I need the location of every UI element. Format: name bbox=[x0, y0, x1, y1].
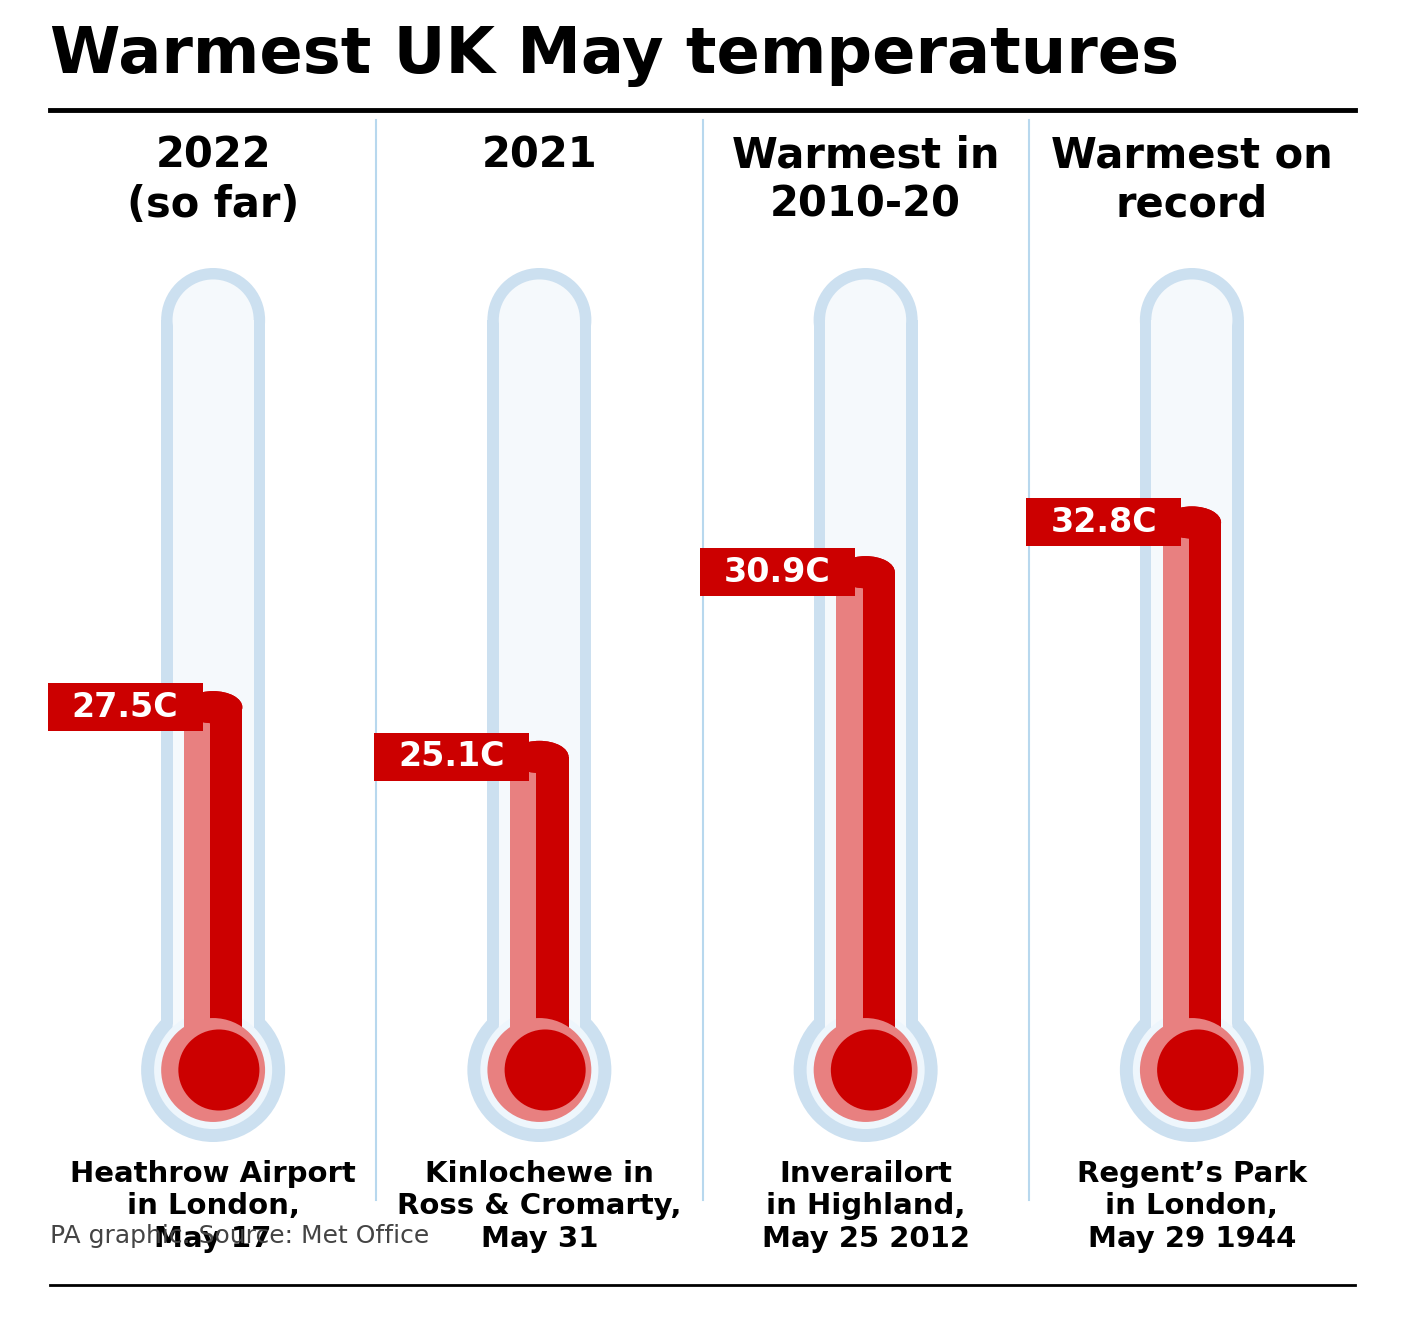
Ellipse shape bbox=[1152, 1003, 1232, 1051]
Ellipse shape bbox=[173, 1003, 254, 1051]
Ellipse shape bbox=[184, 692, 243, 723]
Circle shape bbox=[1157, 1030, 1239, 1110]
Bar bbox=[499, 319, 579, 1027]
Ellipse shape bbox=[825, 280, 906, 360]
Ellipse shape bbox=[1163, 507, 1221, 539]
Bar bbox=[210, 708, 243, 1035]
Bar bbox=[814, 319, 918, 1031]
Circle shape bbox=[480, 1011, 599, 1129]
Bar bbox=[1139, 319, 1244, 1031]
Bar bbox=[1188, 523, 1221, 1035]
Text: 2021: 2021 bbox=[481, 135, 598, 177]
Text: 32.8C: 32.8C bbox=[1051, 506, 1157, 539]
Ellipse shape bbox=[1172, 510, 1197, 536]
Text: Heathrow Airport
in London,
May 17: Heathrow Airport in London, May 17 bbox=[70, 1160, 356, 1253]
Ellipse shape bbox=[825, 1003, 906, 1051]
Bar bbox=[836, 572, 895, 1035]
Text: Kinlochewe in
Ross & Cromarty,
May 31: Kinlochewe in Ross & Cromarty, May 31 bbox=[397, 1160, 682, 1253]
Ellipse shape bbox=[519, 743, 544, 770]
Text: Warmest on
record: Warmest on record bbox=[1051, 135, 1333, 226]
Text: Warmest in
2010-20: Warmest in 2010-20 bbox=[732, 135, 999, 226]
Bar bbox=[161, 319, 265, 1031]
Ellipse shape bbox=[1152, 280, 1232, 360]
Ellipse shape bbox=[487, 989, 592, 1072]
Text: 2022
(so far): 2022 (so far) bbox=[126, 135, 299, 226]
Ellipse shape bbox=[194, 694, 219, 721]
Circle shape bbox=[814, 1018, 918, 1122]
Bar bbox=[173, 319, 254, 1027]
Ellipse shape bbox=[814, 989, 918, 1072]
Ellipse shape bbox=[487, 268, 592, 372]
Ellipse shape bbox=[1163, 507, 1221, 539]
Ellipse shape bbox=[499, 280, 579, 360]
Bar bbox=[511, 756, 568, 1035]
Text: PA graphic. Source: Met Office: PA graphic. Source: Met Office bbox=[51, 1224, 429, 1247]
Text: Regent’s Park
in London,
May 29 1944: Regent’s Park in London, May 29 1944 bbox=[1078, 1160, 1308, 1253]
Bar bbox=[184, 708, 243, 1035]
Text: 27.5C: 27.5C bbox=[72, 690, 178, 723]
Bar bbox=[373, 733, 529, 781]
Ellipse shape bbox=[499, 1003, 579, 1051]
Circle shape bbox=[1132, 1011, 1251, 1129]
Circle shape bbox=[178, 1030, 260, 1110]
Ellipse shape bbox=[1139, 268, 1244, 372]
Circle shape bbox=[1120, 998, 1264, 1142]
Ellipse shape bbox=[161, 268, 265, 372]
Bar bbox=[48, 684, 202, 731]
Circle shape bbox=[1139, 1018, 1244, 1122]
Ellipse shape bbox=[814, 268, 918, 372]
Bar bbox=[863, 572, 895, 1035]
Ellipse shape bbox=[173, 280, 254, 360]
Circle shape bbox=[794, 998, 937, 1142]
Circle shape bbox=[467, 998, 612, 1142]
Ellipse shape bbox=[184, 692, 243, 723]
Ellipse shape bbox=[1139, 989, 1244, 1072]
Bar bbox=[700, 548, 854, 597]
Bar bbox=[487, 319, 592, 1031]
Circle shape bbox=[142, 998, 285, 1142]
Ellipse shape bbox=[161, 989, 265, 1072]
Bar bbox=[825, 319, 906, 1027]
Circle shape bbox=[831, 1030, 912, 1110]
Bar bbox=[536, 756, 568, 1035]
Circle shape bbox=[154, 1011, 272, 1129]
Text: Warmest UK May temperatures: Warmest UK May temperatures bbox=[51, 25, 1179, 87]
Bar bbox=[1152, 319, 1232, 1027]
Bar bbox=[1163, 523, 1221, 1035]
Circle shape bbox=[487, 1018, 591, 1122]
Text: 30.9C: 30.9C bbox=[724, 556, 831, 589]
Ellipse shape bbox=[511, 741, 568, 774]
Text: 25.1C: 25.1C bbox=[398, 741, 505, 774]
Text: Inverailort
in Highland,
May 25 2012: Inverailort in Highland, May 25 2012 bbox=[762, 1160, 969, 1253]
Ellipse shape bbox=[511, 741, 568, 774]
Circle shape bbox=[161, 1018, 265, 1122]
Circle shape bbox=[807, 1011, 925, 1129]
Circle shape bbox=[505, 1030, 585, 1110]
Ellipse shape bbox=[836, 556, 895, 589]
Bar bbox=[1026, 499, 1181, 546]
Ellipse shape bbox=[846, 560, 871, 585]
Ellipse shape bbox=[836, 556, 895, 589]
